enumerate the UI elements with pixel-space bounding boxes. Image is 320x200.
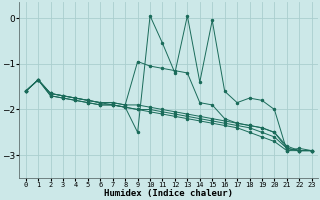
- X-axis label: Humidex (Indice chaleur): Humidex (Indice chaleur): [104, 189, 233, 198]
